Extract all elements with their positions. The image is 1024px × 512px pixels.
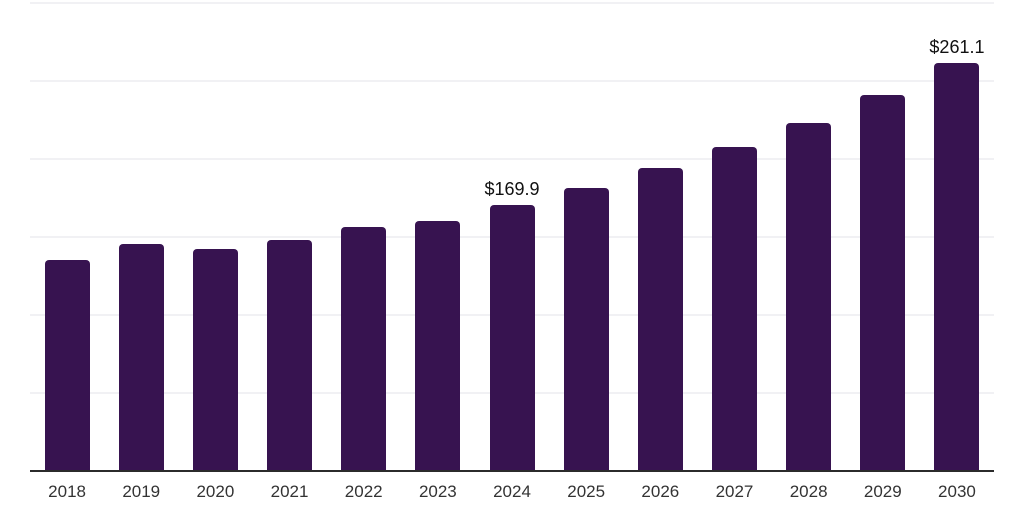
data-label-2030: $261.1 bbox=[929, 36, 985, 57]
bar-slot-2024: $169.9 bbox=[475, 2, 549, 470]
bar-2028 bbox=[786, 123, 832, 470]
plot-area: $169.9 $261.1 bbox=[30, 2, 994, 472]
bar-2029 bbox=[860, 94, 906, 470]
data-label-2024: $169.9 bbox=[484, 178, 540, 199]
x-axis-line bbox=[30, 470, 994, 472]
x-axis-labels: 2018 2019 2020 2021 2022 2023 2024 2025 2026 2027… bbox=[30, 483, 994, 500]
x-tick-2030: 2030 bbox=[938, 482, 976, 501]
bar-slot-2025 bbox=[549, 2, 623, 470]
x-tick-2021: 2021 bbox=[270, 482, 309, 501]
x-tick-2019: 2019 bbox=[122, 482, 161, 501]
x-tick-2029: 2029 bbox=[863, 482, 902, 501]
bar-slot-2029 bbox=[846, 2, 920, 470]
bar-slot-2021 bbox=[252, 2, 326, 470]
bar-2026 bbox=[637, 168, 683, 470]
x-tick-2018: 2018 bbox=[48, 482, 86, 501]
bar-slot-2019 bbox=[104, 2, 178, 470]
bar-slot-2018 bbox=[30, 2, 104, 470]
x-tick-2027: 2027 bbox=[715, 482, 754, 501]
bar-2024 bbox=[489, 205, 535, 470]
bars: $169.9 $261.1 bbox=[30, 2, 994, 470]
bar-slot-2026 bbox=[623, 2, 697, 470]
x-tick-2023: 2023 bbox=[418, 482, 457, 501]
bar-2021 bbox=[267, 239, 313, 470]
x-tick-2026: 2026 bbox=[641, 482, 680, 501]
bar-slot-2020 bbox=[178, 2, 252, 470]
bar-2027 bbox=[711, 147, 757, 470]
bar-2025 bbox=[563, 188, 609, 470]
bar-2022 bbox=[341, 226, 387, 470]
x-tick-2024: 2024 bbox=[493, 482, 531, 501]
x-tick-2020: 2020 bbox=[196, 482, 235, 501]
bar-slot-2022 bbox=[327, 2, 401, 470]
bar-2030 bbox=[934, 62, 980, 470]
bar-slot-2028 bbox=[772, 2, 846, 470]
bar-slot-2030: $261.1 bbox=[920, 2, 994, 470]
bar-slot-2027 bbox=[697, 2, 771, 470]
gridline-250 bbox=[30, 80, 994, 82]
x-tick-2028: 2028 bbox=[789, 482, 828, 501]
gridline-300 bbox=[30, 2, 994, 4]
x-tick-2022: 2022 bbox=[344, 482, 383, 501]
bar-2018 bbox=[44, 259, 90, 470]
bar-slot-2023 bbox=[401, 2, 475, 470]
gridline-200 bbox=[30, 158, 994, 160]
bar-2020 bbox=[192, 248, 238, 470]
bar-2019 bbox=[118, 244, 164, 470]
bar-2023 bbox=[415, 220, 461, 470]
x-tick-2025: 2025 bbox=[567, 482, 606, 501]
